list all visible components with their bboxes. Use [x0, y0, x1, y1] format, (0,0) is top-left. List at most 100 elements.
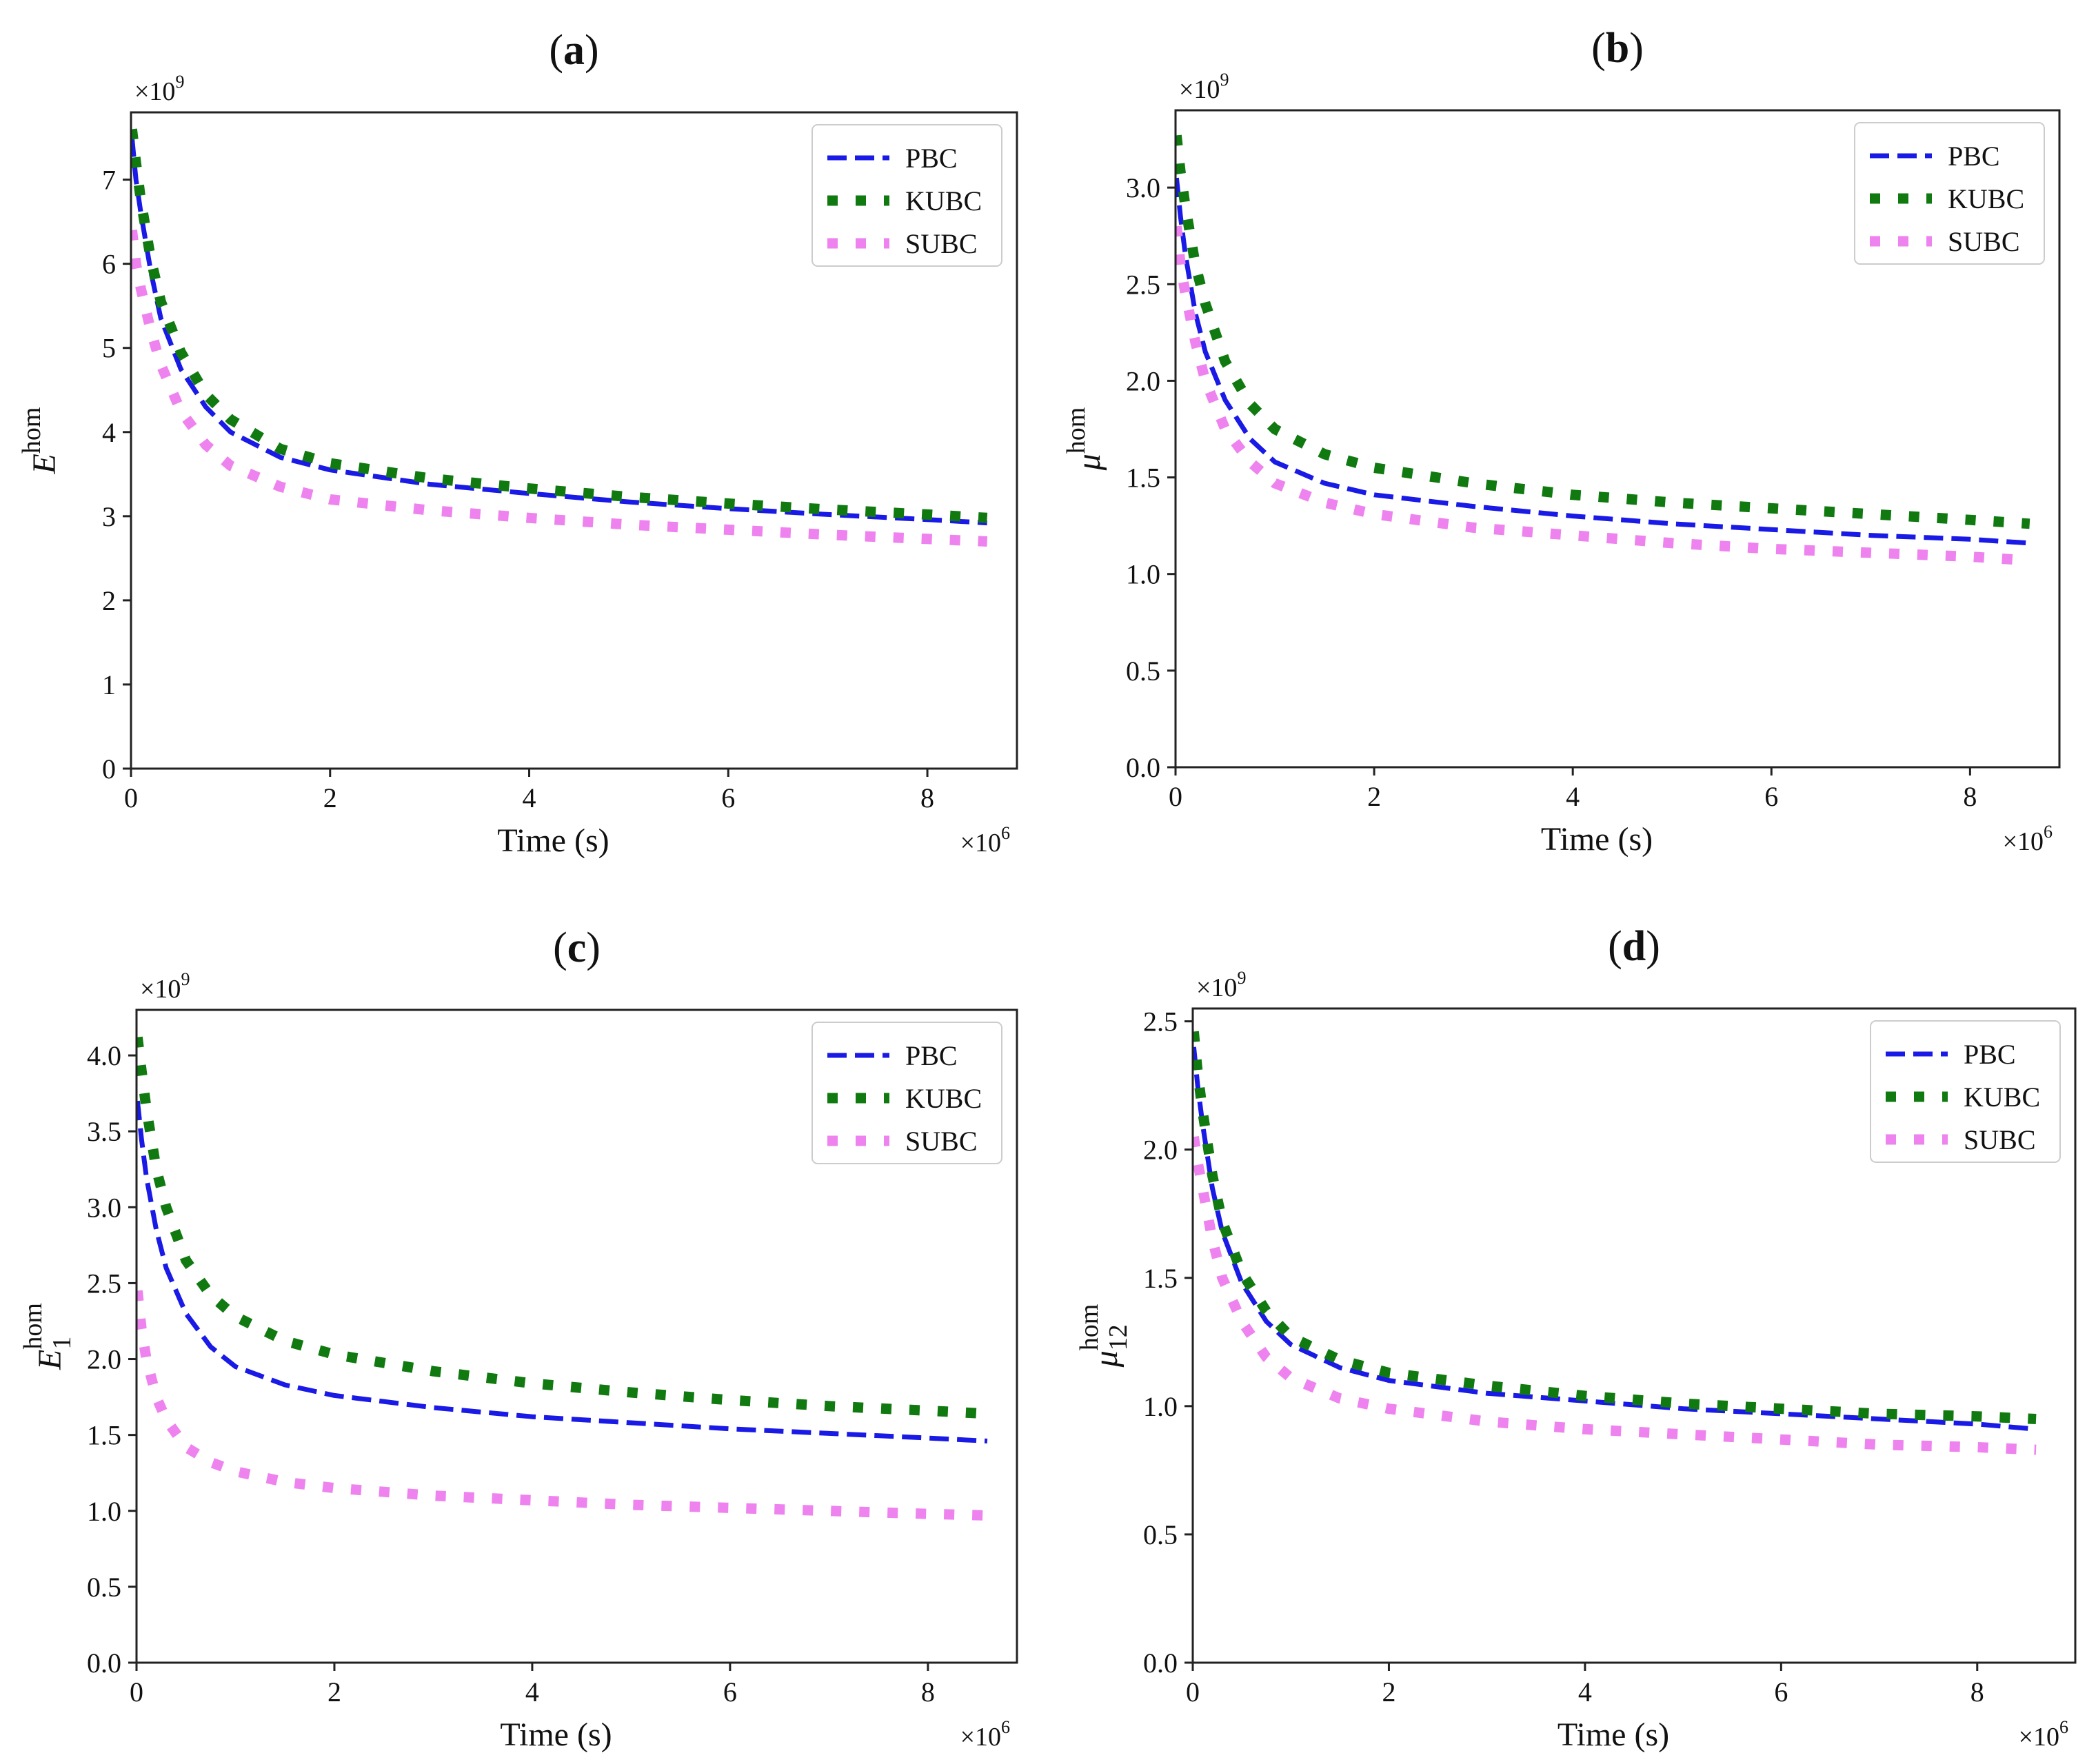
x-tick-label: 6: [1764, 781, 1778, 812]
axes-frame: [130, 111, 1018, 770]
series-pbc-line: [1193, 1046, 2037, 1432]
x-tick-label: 6: [721, 782, 735, 813]
legend-label-kubc: KUBC: [1948, 183, 2024, 214]
plot-area: [1176, 134, 2030, 566]
y-axis-label: Ehom: [17, 407, 63, 475]
legend-label-pbc: PBC: [905, 143, 958, 174]
legend-label-kubc: KUBC: [1964, 1082, 2040, 1113]
x-tick-label: 4: [523, 782, 536, 813]
legend-label-pbc: PBC: [1964, 1039, 2016, 1070]
x-tick-label: 0: [1169, 781, 1182, 812]
y-multiplier: ×109: [1196, 968, 1246, 1002]
x-multiplier: ×106: [2019, 1717, 2068, 1752]
x-tick-label: 2: [323, 782, 337, 813]
y-tick-label: 2.0: [1143, 1135, 1178, 1166]
x-multiplier: ×106: [2003, 822, 2053, 856]
legend: PBC KUBC SUBC: [811, 1022, 1002, 1164]
x-tick-label: 4: [525, 1676, 539, 1707]
x-tick-label: 4: [1578, 1676, 1592, 1707]
y-tick-label: 3.0: [1126, 172, 1160, 203]
y-tick-label: 6: [102, 249, 116, 280]
y-tick-label: 2.0: [87, 1344, 121, 1375]
plot-area: [137, 1036, 988, 1521]
y-axis-label: μ12hom: [1075, 1304, 1133, 1368]
x-axis-label: Time (s): [500, 1716, 612, 1753]
y-tick-label: 3: [102, 501, 116, 532]
legend-label-kubc: KUBC: [905, 1083, 982, 1114]
series-subc-line: [137, 1290, 988, 1521]
legend-label-kubc: KUBC: [905, 185, 982, 216]
y-tick-label: 0.0: [1143, 1648, 1178, 1679]
legend-label-pbc: PBC: [905, 1040, 958, 1071]
plot-area: [1193, 1031, 2037, 1455]
panel-a: (a) 0 2 4 6 8 0 1 2 3 4 5 6 7 Time (s) ×106 ×109 Ehom PBC K…: [17, 27, 1018, 859]
x-tick-label: 0: [124, 782, 138, 813]
plot-area: [131, 128, 988, 547]
y-tick-label: 2: [102, 585, 116, 616]
series-subc-line: [1193, 1135, 2037, 1455]
x-axis-label: Time (s): [1557, 1716, 1669, 1753]
x-tick-label: 8: [920, 782, 934, 813]
y-tick-label: 1.5: [1126, 463, 1160, 494]
panel-d: (d) 0 2 4 6 8 0.0 0.5 1.0 1.5 2.0 2.5 Time (s) ×106 ×1…: [1075, 923, 2077, 1753]
x-axis-label: Time (s): [497, 822, 609, 859]
y-multiplier: ×109: [1179, 70, 1229, 104]
x-multiplier: ×106: [960, 823, 1010, 858]
y-tick-label: 2.5: [1143, 1006, 1178, 1037]
y-tick-label: 2.5: [1126, 269, 1160, 300]
series-kubc-line: [1193, 1031, 2037, 1424]
legend: PBC KUBC SUBC: [1870, 1020, 2061, 1163]
y-tick-label: 1: [102, 669, 116, 700]
axes-frame: [1191, 1007, 2077, 1664]
panel-label: (d): [1608, 923, 1660, 970]
series-subc-line: [1176, 225, 2030, 566]
y-tick-label: 7: [102, 165, 116, 196]
y-tick-label: 0.5: [87, 1572, 121, 1603]
axes-frame: [135, 1008, 1018, 1664]
y-tick-label: 3.0: [87, 1192, 121, 1223]
x-tick-label: 0: [130, 1676, 143, 1707]
y-tick-label: 4.0: [87, 1040, 121, 1071]
series-pbc-line: [1176, 177, 2030, 546]
legend-label-subc: SUBC: [905, 1126, 978, 1157]
y-tick-label: 2.0: [1126, 365, 1160, 396]
y-tick-label: 3.5: [87, 1116, 121, 1147]
panel-c: (c) 0 2 4 6 8 0.0 0.5 1.0 1.5 2.0 2.5 3.0 3.5 4.0 Time …: [19, 924, 1018, 1753]
panel-b: (b) 0 2 4 6 8 0.0 0.5 1.0 1.5 2.0 2.5 3.0 Time (s) ×10…: [1062, 25, 2061, 858]
y-tick-label: 4: [102, 417, 116, 448]
x-tick-label: 4: [1566, 781, 1580, 812]
x-multiplier: ×106: [960, 1717, 1010, 1752]
y-multiplier: ×109: [134, 72, 184, 106]
y-tick-label: 1.0: [1143, 1391, 1178, 1422]
x-tick-label: 8: [921, 1676, 935, 1707]
y-axis-label: E1hom: [19, 1303, 77, 1370]
y-multiplier: ×109: [140, 969, 190, 1004]
y-tick-label: 0.0: [87, 1648, 121, 1679]
panel-label: (a): [549, 27, 598, 74]
x-tick-label: 6: [1774, 1676, 1788, 1707]
y-tick-label: 2.5: [87, 1268, 121, 1299]
x-tick-label: 0: [1186, 1676, 1200, 1707]
y-tick-label: 1.5: [1143, 1263, 1178, 1294]
series-kubc-line: [131, 128, 988, 523]
axes-frame: [1174, 109, 2061, 769]
y-tick-label: 0.5: [1126, 656, 1160, 687]
legend-label-subc: SUBC: [1964, 1124, 2036, 1155]
y-tick-label: 1.0: [87, 1496, 121, 1527]
panel-label: (b): [1591, 25, 1644, 72]
series-pbc-line: [137, 1100, 988, 1443]
series-subc-line: [131, 230, 988, 547]
x-tick-label: 8: [1970, 1676, 1984, 1707]
legend-label-subc: SUBC: [905, 228, 978, 259]
legend-label-pbc: PBC: [1948, 141, 2000, 172]
y-tick-label: 5: [102, 333, 116, 364]
panel-label: (c): [553, 924, 601, 971]
y-tick-label: 0.5: [1143, 1519, 1178, 1550]
x-tick-label: 6: [723, 1676, 737, 1707]
x-axis-label: Time (s): [1541, 821, 1653, 858]
x-tick-label: 2: [1382, 1676, 1395, 1707]
x-tick-label: 2: [1367, 781, 1381, 812]
y-tick-label: 1.5: [87, 1420, 121, 1451]
legend-label-subc: SUBC: [1948, 226, 2020, 257]
